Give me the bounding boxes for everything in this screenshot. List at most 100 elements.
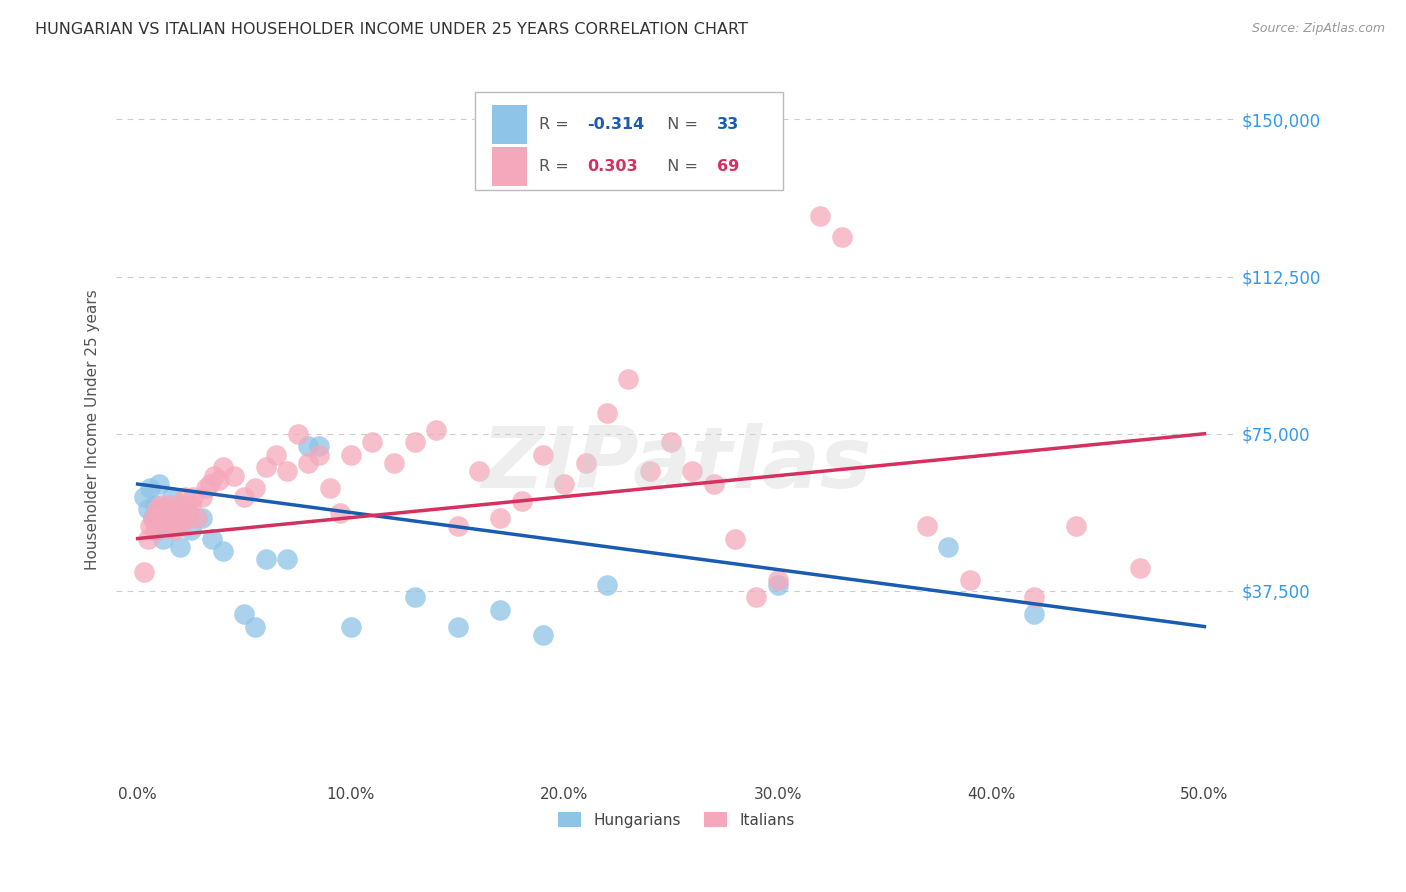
Point: [447, 519, 470, 533]
Point: [156, 502, 179, 516]
Point: [1066, 519, 1088, 533]
Text: Source: ZipAtlas.com: Source: ZipAtlas.com: [1251, 22, 1385, 36]
Point: [146, 502, 169, 516]
Point: [596, 406, 619, 420]
Point: [243, 481, 266, 495]
Point: [1022, 607, 1045, 621]
Point: [136, 502, 159, 516]
Point: [404, 591, 426, 605]
Point: [308, 448, 330, 462]
FancyBboxPatch shape: [475, 92, 783, 190]
Point: [404, 435, 426, 450]
Point: [181, 490, 204, 504]
Point: [152, 532, 174, 546]
Point: [148, 510, 170, 524]
Point: [163, 523, 186, 537]
Point: [575, 456, 598, 470]
Point: [831, 229, 853, 244]
Point: [233, 607, 256, 621]
Point: [176, 502, 198, 516]
Text: R =: R =: [538, 117, 574, 132]
Point: [201, 532, 224, 546]
Point: [165, 519, 187, 533]
Point: [167, 510, 190, 524]
Point: [340, 619, 363, 633]
Point: [173, 490, 195, 504]
Point: [155, 515, 177, 529]
Point: [297, 439, 319, 453]
Point: [143, 523, 166, 537]
Text: R =: R =: [538, 159, 574, 174]
Point: [297, 456, 319, 470]
Point: [208, 473, 231, 487]
Point: [136, 532, 159, 546]
Point: [169, 519, 191, 533]
Point: [447, 619, 470, 633]
Point: [681, 465, 703, 479]
Point: [212, 544, 235, 558]
Point: [724, 532, 747, 546]
Point: [198, 477, 221, 491]
Point: [172, 498, 194, 512]
Point: [177, 510, 200, 524]
Point: [266, 448, 288, 462]
Point: [766, 574, 789, 588]
Point: [212, 460, 235, 475]
Point: [180, 523, 202, 537]
Point: [553, 477, 575, 491]
Point: [143, 498, 166, 512]
Point: [150, 502, 173, 516]
Legend: Hungarians, Italians: Hungarians, Italians: [553, 805, 800, 834]
Point: [531, 628, 554, 642]
Text: 69: 69: [717, 159, 740, 174]
Text: N =: N =: [658, 117, 703, 132]
Point: [638, 465, 661, 479]
Point: [745, 591, 768, 605]
Point: [173, 502, 195, 516]
Point: [382, 456, 405, 470]
Point: [190, 510, 212, 524]
Point: [659, 435, 682, 450]
Y-axis label: Householder Income Under 25 years: Householder Income Under 25 years: [86, 289, 100, 570]
Point: [703, 477, 725, 491]
Point: [194, 481, 217, 495]
Point: [254, 460, 277, 475]
Point: [287, 426, 309, 441]
Point: [132, 490, 155, 504]
Point: [141, 510, 163, 524]
Point: [308, 439, 330, 453]
Point: [329, 507, 352, 521]
Point: [132, 565, 155, 579]
Point: [169, 540, 191, 554]
Point: [489, 603, 512, 617]
Point: [150, 498, 173, 512]
Point: [165, 502, 187, 516]
Point: [531, 448, 554, 462]
Point: [159, 510, 181, 524]
Point: [204, 468, 226, 483]
Text: N =: N =: [658, 159, 703, 174]
Point: [233, 490, 256, 504]
Point: [489, 510, 512, 524]
Point: [222, 468, 245, 483]
Point: [160, 490, 183, 504]
Point: [160, 515, 183, 529]
Text: -0.314: -0.314: [586, 117, 644, 132]
Text: HUNGARIAN VS ITALIAN HOUSEHOLDER INCOME UNDER 25 YEARS CORRELATION CHART: HUNGARIAN VS ITALIAN HOUSEHOLDER INCOME …: [35, 22, 748, 37]
Point: [141, 510, 163, 524]
Point: [959, 574, 981, 588]
Point: [159, 498, 181, 512]
Point: [180, 498, 202, 512]
Point: [243, 619, 266, 633]
Point: [139, 519, 162, 533]
Text: 33: 33: [717, 117, 740, 132]
Point: [152, 507, 174, 521]
Text: 0.303: 0.303: [586, 159, 637, 174]
Point: [148, 477, 170, 491]
Point: [915, 519, 938, 533]
Text: ZIPatlas: ZIPatlas: [481, 424, 872, 507]
Point: [318, 481, 340, 495]
Point: [146, 523, 169, 537]
Point: [938, 540, 960, 554]
Point: [425, 423, 447, 437]
